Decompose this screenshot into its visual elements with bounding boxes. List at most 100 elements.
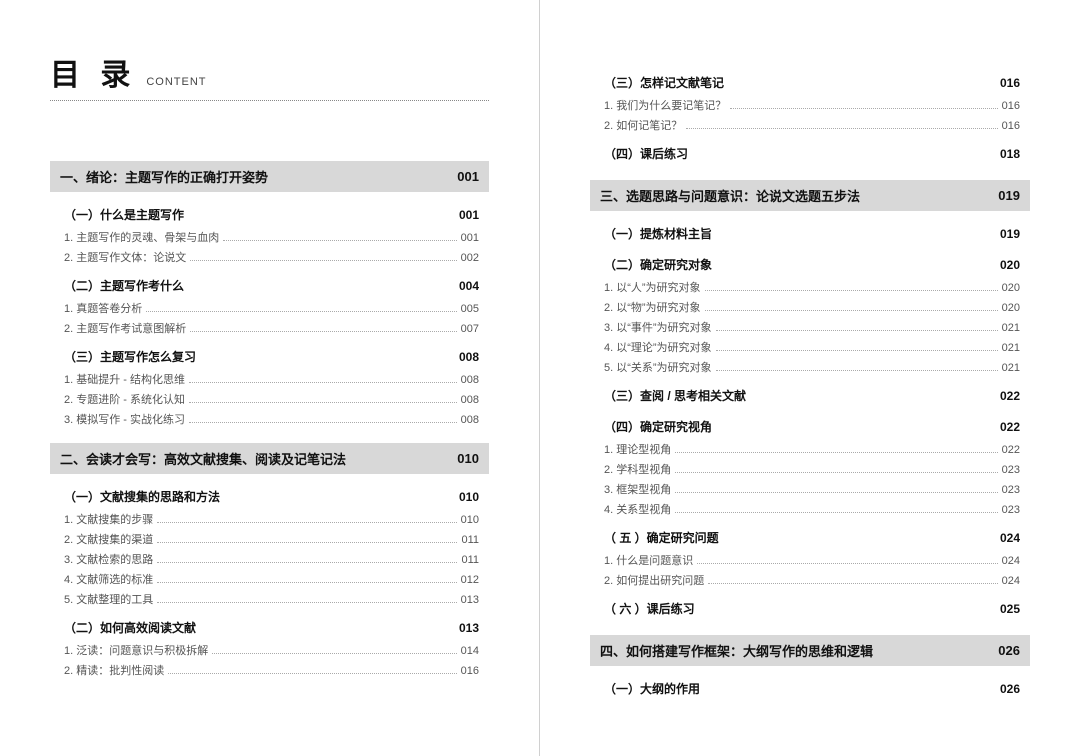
- toc-label: （一）大纲的作用: [604, 680, 1000, 697]
- toc-page-number: 016: [1002, 100, 1020, 112]
- toc-page-number: 023: [1002, 464, 1020, 476]
- toc-page-number: 022: [1000, 420, 1020, 434]
- title-sub: CONTENT: [146, 76, 206, 88]
- toc-label: 3. 框架型视角: [604, 481, 671, 497]
- toc-page-number: 007: [461, 323, 479, 335]
- toc-item: 3. 框架型视角 023: [590, 479, 1030, 499]
- toc-dots: [705, 290, 998, 291]
- toc-dots: [686, 128, 997, 129]
- toc-page-number: 022: [1000, 389, 1020, 403]
- toc-page-number: 013: [459, 621, 479, 635]
- toc-item: 1. 文献搜集的步骤 010: [50, 509, 489, 529]
- toc-label: 四、如何搭建写作框架：大纲写作的思维和逻辑: [600, 641, 998, 660]
- toc-item: 4. 文献筛选的标准012: [50, 569, 489, 589]
- toc-item: 2. 主题写作考试意图解析007: [50, 318, 489, 338]
- toc-dots: [157, 562, 457, 563]
- toc-dots: [716, 350, 998, 351]
- toc-section: （ 六 ）课后练习025: [590, 596, 1030, 621]
- toc-dots: [705, 310, 998, 311]
- toc-item: 1. 主题写作的灵魂、骨架与血肉 001: [50, 227, 489, 247]
- toc-item: 2. 专题进阶 - 系统化认知 008: [50, 389, 489, 409]
- page-right: （三）怎样记文献笔记016 1. 我们为什么要记笔记？ 016 2. 如何记笔记？ 01…: [540, 0, 1080, 756]
- toc-label: 3. 模拟写作 - 实战化练习: [64, 411, 185, 427]
- toc-page-number: 010: [461, 514, 479, 526]
- toc-page-number: 026: [1000, 682, 1020, 696]
- toc-item: 2. 文献搜集的渠道011: [50, 529, 489, 549]
- toc-label: 5. 以“关系”为研究对象: [604, 359, 712, 375]
- toc-item: 5. 以“关系”为研究对象 021: [590, 357, 1030, 377]
- toc-section: （三）怎样记文献笔记016: [590, 70, 1030, 95]
- toc-dots: [675, 512, 997, 513]
- toc-label: 3. 以“事件”为研究对象: [604, 319, 712, 335]
- toc-dots: [716, 330, 998, 331]
- toc-label: 1. 真题答卷分析: [64, 300, 142, 316]
- toc-section: （四）课后练习018: [590, 141, 1030, 166]
- toc-label: 2. 如何记笔记？: [604, 117, 682, 133]
- toc-dots: [708, 583, 997, 584]
- toc-page-number: 011: [461, 554, 479, 566]
- toc-label: 1. 我们为什么要记笔记？: [604, 97, 726, 113]
- toc-item: 2. 学科型视角 023: [590, 459, 1030, 479]
- toc-page-number: 020: [1002, 282, 1020, 294]
- toc-label: 2. 专题进阶 - 系统化认知: [64, 391, 185, 407]
- toc-page-number: 023: [1002, 504, 1020, 516]
- toc-item: 2. 主题写作文体：论说文002: [50, 247, 489, 267]
- toc-dots: [675, 472, 997, 473]
- toc-page-number: 001: [457, 169, 479, 184]
- toc-page-number: 020: [1002, 302, 1020, 314]
- toc-page-number: 012: [461, 574, 479, 586]
- toc-dots: [168, 673, 456, 674]
- toc-item: 3. 文献检索的思路 011: [50, 549, 489, 569]
- toc-page-number: 025: [1000, 602, 1020, 616]
- toc-section: （一）什么是主题写作001: [50, 202, 489, 227]
- toc-dots: [189, 422, 457, 423]
- toc-section: （二）主题写作考什么004: [50, 273, 489, 298]
- toc-item: 4. 以“理论”为研究对象021: [590, 337, 1030, 357]
- toc-dots: [189, 402, 457, 403]
- toc-label: （ 六 ）课后练习: [604, 600, 1000, 617]
- toc-label: 2. 文献搜集的渠道: [64, 531, 153, 547]
- toc-item: 2. 如何提出研究问题024: [590, 570, 1030, 590]
- toc-page-number: 001: [461, 232, 479, 244]
- toc-label: 二、会读才会写：高效文献搜集、阅读及记笔记法: [60, 449, 457, 468]
- toc-dots: [190, 260, 456, 261]
- toc-section: （ 五 ）确定研究问题024: [590, 525, 1030, 550]
- title-block: 目 录 CONTENT: [50, 50, 489, 94]
- toc-page-number: 023: [1002, 484, 1020, 496]
- toc-label: （二）确定研究对象: [604, 256, 1000, 273]
- toc-item: 3. 以“事件”为研究对象021: [590, 317, 1030, 337]
- toc-page-number: 024: [1002, 555, 1020, 567]
- toc-dots: [146, 311, 456, 312]
- toc-dots: [157, 542, 457, 543]
- toc-page-number: 016: [461, 665, 479, 677]
- toc-page-number: 021: [1002, 362, 1020, 374]
- toc-label: 3. 文献检索的思路: [64, 551, 153, 567]
- toc-page-number: 020: [1000, 258, 1020, 272]
- toc-label: 一、绪论：主题写作的正确打开姿势: [60, 167, 457, 186]
- toc-page-number: 008: [461, 394, 479, 406]
- toc-dots: [716, 370, 998, 371]
- toc-item: 2. 以“物”为研究对象020: [590, 297, 1030, 317]
- toc-dots: [730, 108, 997, 109]
- toc-label: 1. 主题写作的灵魂、骨架与血肉: [64, 229, 219, 245]
- toc-label: （ 五 ）确定研究问题: [604, 529, 1000, 546]
- toc-item: 1. 以“人”为研究对象 020: [590, 277, 1030, 297]
- toc-page-number: 019: [998, 188, 1020, 203]
- toc-label: （二）主题写作考什么: [64, 277, 459, 294]
- toc-label: 2. 学科型视角: [604, 461, 671, 477]
- toc-left-column: 一、绪论：主题写作的正确打开姿势001（一）什么是主题写作0011. 主题写作的…: [50, 161, 489, 680]
- toc-section: （三）主题写作怎么复习008: [50, 344, 489, 369]
- toc-item: 1. 理论型视角022: [590, 439, 1030, 459]
- toc-item: 1. 基础提升 - 结构化思维008: [50, 369, 489, 389]
- toc-item: 1. 真题答卷分析005: [50, 298, 489, 318]
- toc-section: （一）提炼材料主旨019: [590, 221, 1030, 246]
- toc-label: 1. 以“人”为研究对象: [604, 279, 701, 295]
- toc-dots: [675, 492, 997, 493]
- toc-label: 1. 文献搜集的步骤: [64, 511, 153, 527]
- toc-label: （三）主题写作怎么复习: [64, 348, 459, 365]
- toc-label: （三）怎样记文献笔记: [604, 74, 1000, 91]
- toc-page-number: 002: [461, 252, 479, 264]
- toc-page-number: 010: [457, 451, 479, 466]
- toc-item: 3. 模拟写作 - 实战化练习008: [50, 409, 489, 429]
- toc-dots: [190, 331, 456, 332]
